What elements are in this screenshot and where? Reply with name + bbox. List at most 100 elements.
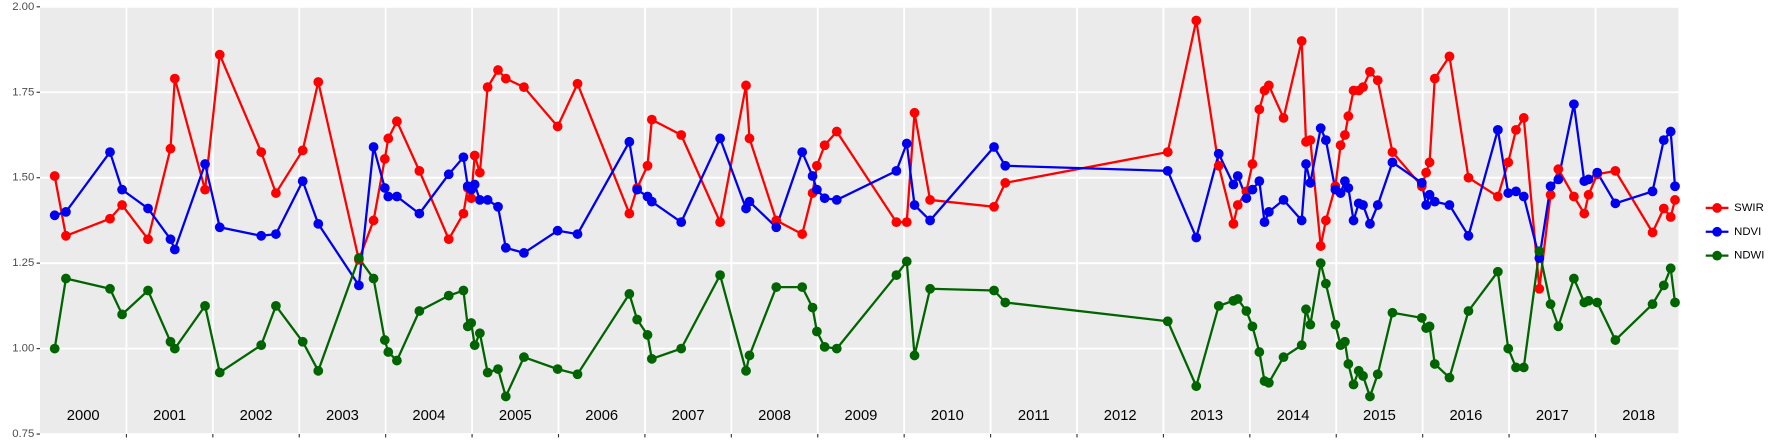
- year-label: 2016: [1449, 408, 1482, 424]
- point: [676, 343, 687, 354]
- point: [909, 350, 920, 361]
- year-label: 2010: [931, 408, 964, 424]
- point: [214, 367, 225, 378]
- point: [1191, 15, 1202, 26]
- point: [1592, 297, 1603, 308]
- point: [500, 242, 511, 253]
- point: [901, 138, 912, 149]
- point: [482, 367, 493, 378]
- point: [1000, 160, 1011, 171]
- point: [500, 73, 511, 84]
- point: [1301, 304, 1311, 315]
- point: [379, 183, 390, 193]
- point: [676, 130, 687, 140]
- point: [1416, 312, 1427, 323]
- point: [1569, 191, 1579, 202]
- point: [165, 234, 176, 245]
- point: [1343, 111, 1354, 122]
- point: [256, 230, 267, 241]
- point: [1228, 179, 1239, 190]
- point: [256, 340, 267, 351]
- point: [1191, 232, 1202, 243]
- point: [1315, 241, 1326, 251]
- point: [989, 142, 999, 152]
- point: [105, 283, 115, 294]
- point: [474, 328, 485, 339]
- point: [1553, 164, 1564, 175]
- point: [169, 244, 180, 255]
- point: [811, 326, 822, 337]
- point: [1503, 343, 1514, 354]
- point: [200, 300, 210, 311]
- point: [676, 217, 687, 228]
- point: [297, 145, 308, 156]
- year-label: 2006: [585, 408, 618, 424]
- point: [117, 309, 127, 320]
- point: [807, 302, 818, 313]
- legend-key-point: [1712, 203, 1722, 213]
- year-label: 2005: [499, 408, 532, 424]
- point: [1372, 200, 1383, 210]
- point: [482, 82, 493, 93]
- point: [392, 191, 402, 202]
- point: [474, 195, 485, 205]
- point: [1511, 186, 1521, 197]
- point: [49, 343, 60, 354]
- point: [443, 290, 454, 301]
- point: [1232, 200, 1243, 210]
- year-label: 2003: [326, 408, 359, 424]
- point: [552, 364, 563, 374]
- point: [744, 350, 755, 361]
- point: [61, 230, 71, 241]
- point: [1534, 253, 1545, 263]
- point: [1534, 283, 1545, 294]
- point: [466, 318, 477, 328]
- point: [1305, 135, 1316, 145]
- point: [443, 234, 454, 245]
- point: [1421, 167, 1432, 178]
- point: [1162, 316, 1173, 327]
- point: [891, 165, 902, 176]
- point: [1553, 321, 1564, 332]
- point: [1365, 391, 1375, 402]
- point: [313, 365, 324, 376]
- point: [500, 391, 511, 402]
- point: [414, 208, 425, 219]
- point: [715, 133, 725, 144]
- point: [811, 184, 822, 195]
- point: [1315, 258, 1326, 269]
- point: [1365, 218, 1375, 229]
- point: [1424, 189, 1435, 200]
- point: [771, 215, 782, 226]
- point: [1301, 159, 1311, 169]
- point: [1670, 297, 1680, 308]
- point: [1665, 212, 1676, 222]
- year-label: 2013: [1190, 408, 1223, 424]
- point: [1340, 336, 1350, 347]
- point: [1263, 80, 1274, 91]
- point: [642, 330, 653, 340]
- year-label: 2011: [1018, 408, 1050, 424]
- point: [1647, 299, 1658, 310]
- point: [61, 273, 71, 284]
- point: [143, 203, 153, 214]
- point: [379, 154, 390, 164]
- point: [169, 73, 180, 84]
- point: [1162, 147, 1173, 157]
- point: [458, 285, 469, 296]
- point: [1569, 99, 1579, 110]
- point: [1278, 113, 1289, 123]
- legend-label: SWIR: [1734, 202, 1764, 214]
- point: [1463, 230, 1474, 241]
- point: [624, 136, 635, 147]
- point: [117, 184, 127, 195]
- point: [1335, 140, 1346, 151]
- point: [1278, 352, 1289, 363]
- point: [271, 188, 281, 198]
- point: [1610, 335, 1621, 345]
- year-label: 2000: [67, 408, 100, 424]
- point: [1296, 215, 1307, 226]
- point: [1348, 215, 1359, 226]
- year-label: 2014: [1277, 408, 1310, 424]
- point: [1213, 300, 1224, 311]
